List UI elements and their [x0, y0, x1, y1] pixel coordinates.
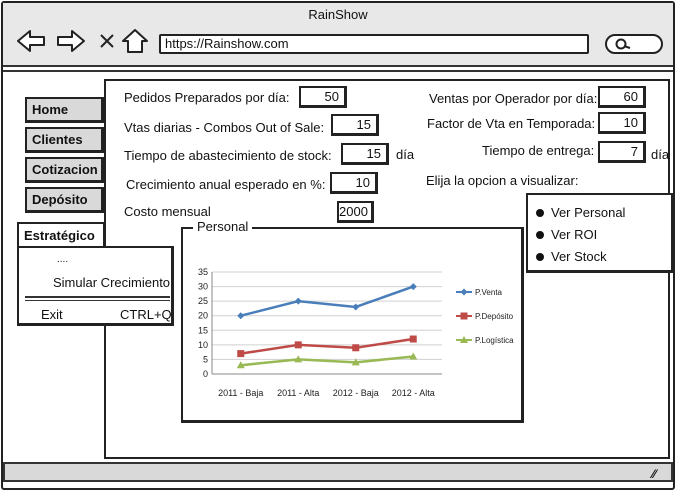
arrow-right-icon	[57, 30, 85, 52]
option-ver-personal[interactable]: Ver Personal	[536, 205, 625, 220]
combos-label: Vtas diarias - Combos Out of Sale:	[124, 120, 325, 135]
x-tick-label: 2011 - Alta	[277, 388, 319, 398]
series-line	[240, 355, 414, 367]
data-point	[409, 335, 417, 343]
data-point	[352, 344, 360, 352]
entrega-input[interactable]: 7	[598, 141, 646, 163]
window-title: RainShow	[308, 7, 368, 22]
abastecimiento-unit: día	[396, 147, 415, 162]
menu-divider	[25, 300, 170, 301]
radio-dot	[536, 252, 544, 261]
legend-label: P.Logística	[475, 336, 514, 345]
data-point	[409, 283, 417, 291]
close-icon	[100, 34, 114, 48]
data-point	[236, 361, 245, 369]
forward-button[interactable]	[55, 27, 87, 55]
x-tick-label: 2012 - Alta	[392, 388, 435, 398]
pedidos-input[interactable]: 50	[299, 86, 347, 108]
data-point	[351, 358, 360, 366]
sidebar-item-cotizacion[interactable]: Cotizacion	[25, 157, 104, 183]
legend-label: P.Depósito	[475, 312, 514, 321]
sidebar-item-deposito[interactable]: Depósito	[25, 187, 104, 213]
legend-marker	[460, 336, 468, 343]
chart-group-title: Personal	[193, 219, 253, 234]
address-bar[interactable]: https://Rainshow.com	[159, 34, 589, 54]
chart-group	[181, 227, 524, 423]
menu-dots: ....	[57, 254, 69, 265]
ventas-operador-input[interactable]: 60	[598, 86, 646, 108]
search-button[interactable]	[605, 34, 663, 54]
content-area	[3, 70, 673, 460]
abastecimiento-label: Tiempo de abastecimiento de stock:	[124, 148, 332, 163]
legend-marker	[460, 288, 468, 296]
option-ver-roi[interactable]: Ver ROI	[536, 227, 597, 242]
sidebar-item-home[interactable]: Home	[25, 97, 104, 123]
exit-shortcut: CTRL+Q	[120, 307, 172, 322]
y-tick-label: 0	[203, 369, 208, 379]
menu-divider	[25, 296, 170, 298]
arrow-left-icon	[17, 30, 45, 52]
y-tick-label: 10	[198, 340, 208, 350]
personal-chart: 0 5 10 15 20 25 30 35 2011 - Baja 2011 - Alta 2012…	[198, 267, 514, 398]
estrategico-menu: .... Simular Crecimiento Exit CTRL+Q	[17, 246, 174, 326]
status-bar	[3, 462, 673, 482]
y-tick-label: 20	[198, 311, 208, 321]
radio-dot	[536, 230, 544, 239]
data-point	[237, 312, 245, 320]
factor-label: Factor de Vta en Temporada:	[427, 116, 596, 131]
crecimiento-input[interactable]: 10	[330, 172, 378, 194]
legend-marker	[460, 312, 468, 320]
home-button[interactable]	[119, 27, 151, 55]
option-ver-stock[interactable]: Ver Stock	[536, 249, 607, 264]
search-icon	[615, 38, 631, 50]
data-point	[294, 355, 303, 363]
ventas-operador-label: Ventas por Operador por día:	[429, 91, 598, 106]
data-point	[409, 352, 418, 360]
browser-toolbar: RainShow https://Rainshow.com	[3, 3, 673, 67]
data-point	[237, 350, 245, 358]
pedidos-label: Pedidos Preparados por día:	[124, 90, 290, 105]
y-tick-label: 5	[203, 354, 208, 364]
factor-input[interactable]: 10	[598, 112, 646, 134]
series-line	[240, 337, 414, 355]
legend-label: P.Venta	[475, 288, 503, 297]
combos-input[interactable]: 15	[331, 114, 379, 136]
visualizar-options: Ver Personal Ver ROI Ver Stock	[526, 193, 674, 273]
sidebar-item-estrategico[interactable]: Estratégico	[17, 222, 105, 248]
x-tick-label: 2012 - Baja	[333, 388, 379, 398]
data-point	[294, 341, 302, 349]
stop-button[interactable]	[91, 27, 123, 55]
resize-grip-icon[interactable]: ⁄⁄	[652, 467, 657, 481]
costo-label: Costo mensual	[124, 204, 211, 219]
y-tick-label: 15	[198, 325, 208, 335]
entrega-label: Tiempo de entrega:	[482, 143, 595, 158]
menu-item-exit[interactable]: Exit	[41, 307, 63, 322]
back-button[interactable]	[15, 27, 47, 55]
y-tick-label: 35	[198, 267, 208, 277]
option-label: Ver Stock	[551, 249, 607, 264]
y-tick-label: 30	[198, 282, 208, 292]
radio-dot	[536, 208, 544, 217]
data-point	[294, 297, 302, 305]
visualizar-label: Elija la opcion a visualizar:	[426, 173, 579, 188]
abastecimiento-input[interactable]: 15	[341, 143, 389, 165]
y-tick-label: 25	[198, 296, 208, 306]
data-point	[352, 303, 360, 311]
crecimiento-label: Crecimiento anual esperado en %:	[126, 177, 326, 192]
option-label: Ver ROI	[551, 227, 598, 242]
costo-input[interactable]: 2000	[337, 201, 374, 223]
home-icon	[122, 29, 148, 53]
option-label: Ver Personal	[551, 205, 626, 220]
sidebar-item-clientes[interactable]: Clientes	[25, 127, 104, 153]
x-tick-label: 2011 - Baja	[218, 388, 263, 398]
entrega-unit: día	[651, 147, 670, 162]
menu-item-simular-crecimiento[interactable]: Simular Crecimiento	[53, 275, 171, 290]
series-line	[240, 285, 414, 317]
